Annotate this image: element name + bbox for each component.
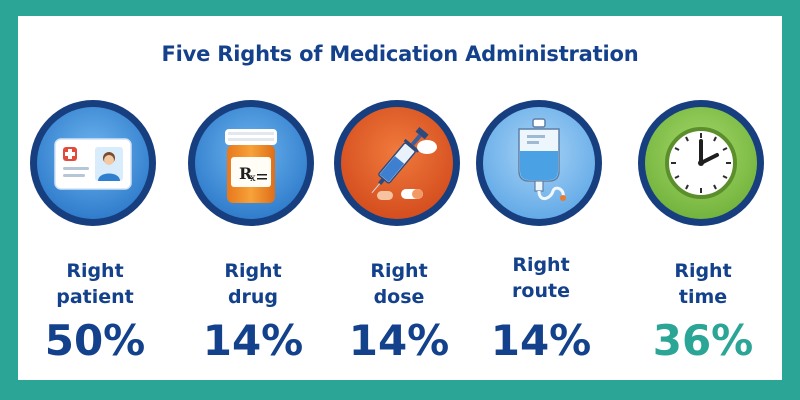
right-dose-label: Right dose xyxy=(334,258,464,310)
clock-icon xyxy=(638,100,764,226)
iv-bag-icon xyxy=(476,100,602,226)
right-time-label: Right time xyxy=(638,258,768,310)
svg-text:R: R xyxy=(239,164,253,183)
right-route-label: Right route xyxy=(476,252,606,304)
syringe-pills-icon xyxy=(334,100,460,226)
patient-id-card-icon xyxy=(30,100,156,226)
infographic-card: Five Rights of Medication Administration xyxy=(18,16,782,380)
right-dose-value: 14% xyxy=(348,316,450,365)
right-drug-label: Right drug xyxy=(188,258,318,310)
right-patient-label: Right patient xyxy=(30,258,160,310)
svg-text:x: x xyxy=(250,173,256,184)
label-line1: Right xyxy=(674,260,732,282)
right-drug-value: 14% xyxy=(202,316,304,365)
label-line2: patient xyxy=(56,286,134,308)
right-time-value: 36% xyxy=(652,316,754,365)
label-line1: Right xyxy=(370,260,428,282)
label-line2: time xyxy=(678,286,728,308)
label-line2: dose xyxy=(373,286,425,308)
label-line1: Right xyxy=(66,260,124,282)
label-line1: Right xyxy=(224,260,282,282)
rx-pill-bottle-icon: R x xyxy=(188,100,314,226)
label-line2: drug xyxy=(227,286,279,308)
label-line1: Right xyxy=(512,254,570,276)
right-route-value: 14% xyxy=(490,316,592,365)
page-title: Five Rights of Medication Administration xyxy=(161,42,639,66)
label-line2: route xyxy=(512,280,570,302)
right-patient-value: 50% xyxy=(44,316,146,365)
